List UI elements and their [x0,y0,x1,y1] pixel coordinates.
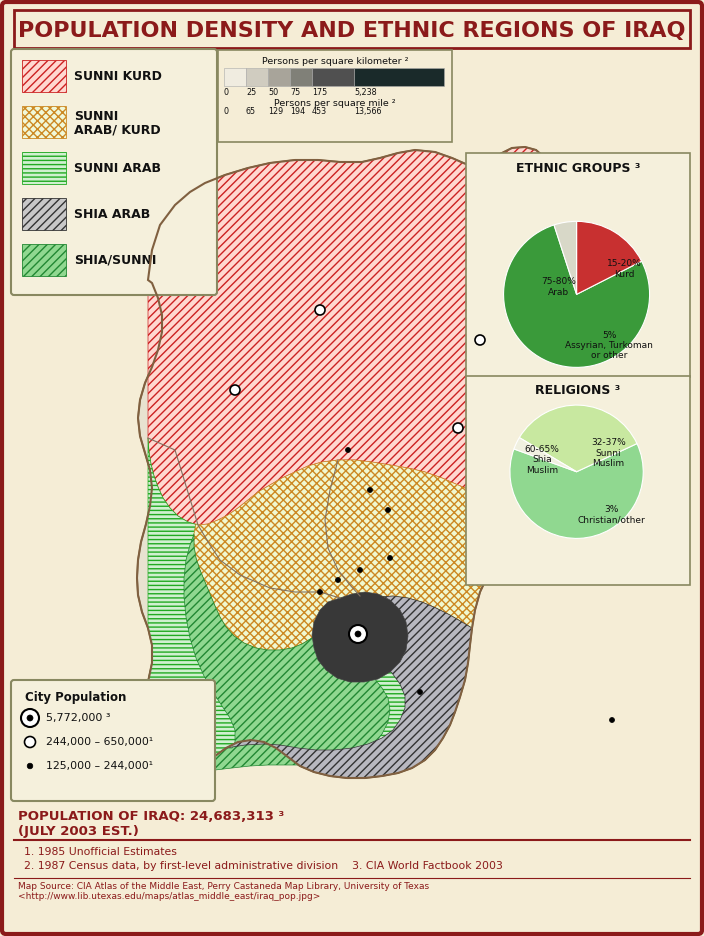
Wedge shape [514,438,577,472]
Circle shape [27,715,33,721]
Text: POPULATION OF IRAQ: 24,683,313 ³
(JULY 2003 EST.): POPULATION OF IRAQ: 24,683,313 ³ (JULY 2… [18,810,284,838]
Text: 453: 453 [312,107,327,116]
Polygon shape [137,147,558,795]
Text: 3%
Christian/other: 3% Christian/other [577,505,645,525]
Text: SHIA/SUNNI: SHIA/SUNNI [74,254,156,267]
Bar [22,244,66,276]
Text: 0: 0 [224,107,229,116]
Circle shape [358,567,363,573]
Text: City Population: City Population [25,692,127,705]
Text: 60-65%
Shia
Muslim: 60-65% Shia Muslim [524,445,560,475]
Text: 5%
Assyrian, Turkoman
or other: 5% Assyrian, Turkoman or other [565,330,653,360]
Text: SUNNI: SUNNI [74,110,118,123]
Text: POPULATION DENSITY AND ETHNIC REGIONS OF IRAQ: POPULATION DENSITY AND ETHNIC REGIONS OF… [18,21,686,41]
Circle shape [475,335,485,345]
Polygon shape [312,592,408,682]
Text: 175: 175 [312,88,327,97]
Circle shape [387,555,393,561]
FancyBboxPatch shape [466,153,690,377]
Bar [224,68,246,86]
Text: 75-80%
Arab: 75-80% Arab [541,277,576,297]
Bar [354,68,444,86]
Circle shape [610,718,615,723]
Circle shape [346,447,351,452]
Text: Persons per square kilometer ²: Persons per square kilometer ² [262,57,408,66]
FancyBboxPatch shape [11,680,215,801]
Bar [246,68,268,86]
Bar [22,198,66,230]
Bar [22,106,66,138]
Text: 75: 75 [290,88,300,97]
Circle shape [318,590,322,594]
Bar [22,60,66,92]
Wedge shape [503,225,650,367]
Circle shape [230,385,240,395]
Text: 15-20%
Kurd: 15-20% Kurd [607,259,641,279]
Circle shape [367,488,372,492]
Wedge shape [520,405,637,472]
Circle shape [21,709,39,727]
Text: 244,000 – 650,000¹: 244,000 – 650,000¹ [46,737,153,747]
FancyBboxPatch shape [218,50,452,142]
Text: Persons per square mile ²: Persons per square mile ² [274,98,396,108]
Bar [22,152,66,184]
Text: ARAB/ KURD: ARAB/ KURD [74,124,161,137]
Text: 13,566: 13,566 [354,107,382,116]
Circle shape [349,625,367,643]
Text: 125,000 – 244,000¹: 125,000 – 244,000¹ [46,761,153,771]
Wedge shape [577,221,641,294]
Bar [312,68,354,86]
Circle shape [27,763,33,768]
Wedge shape [554,221,577,294]
Text: 5,772,000 ³: 5,772,000 ³ [46,713,111,723]
Polygon shape [226,596,472,778]
Text: 2. 1987 Census data, by first-level administrative division    3. CIA World Fact: 2. 1987 Census data, by first-level admi… [24,861,503,871]
Text: 65: 65 [246,107,256,116]
Text: RELIGIONS ³: RELIGIONS ³ [535,384,621,397]
Bar [14,10,690,48]
Text: 0: 0 [224,88,229,97]
Circle shape [417,690,422,695]
Text: SHIA ARAB: SHIA ARAB [74,208,150,221]
Text: 32-37%
Sunni
Muslim: 32-37% Sunni Muslim [591,438,626,468]
Circle shape [453,423,463,433]
Circle shape [336,578,341,582]
Polygon shape [148,147,558,525]
Circle shape [355,631,361,637]
Text: ETHNIC GROUPS ³: ETHNIC GROUPS ³ [516,162,640,174]
Circle shape [386,507,391,513]
Polygon shape [194,460,528,650]
Circle shape [25,737,35,748]
Text: SUNNI ARAB: SUNNI ARAB [74,162,161,174]
Text: SUNNI KURD: SUNNI KURD [74,69,162,82]
Wedge shape [510,444,643,538]
Text: Map Source: CIA Atlas of the Middle East, Perry Castaneda Map Library, Universit: Map Source: CIA Atlas of the Middle East… [18,882,429,901]
Text: 5,238: 5,238 [354,88,377,97]
Text: 129: 129 [268,107,283,116]
Circle shape [315,305,325,315]
Bar [290,68,312,86]
Bar [268,68,290,86]
Text: 50: 50 [268,88,278,97]
Text: 1. 1985 Unofficial Estimates: 1. 1985 Unofficial Estimates [24,847,177,857]
FancyBboxPatch shape [466,376,690,585]
Text: 25: 25 [246,88,256,97]
Polygon shape [139,438,472,795]
Polygon shape [184,534,390,775]
FancyBboxPatch shape [11,49,217,295]
Text: 194: 194 [290,107,305,116]
